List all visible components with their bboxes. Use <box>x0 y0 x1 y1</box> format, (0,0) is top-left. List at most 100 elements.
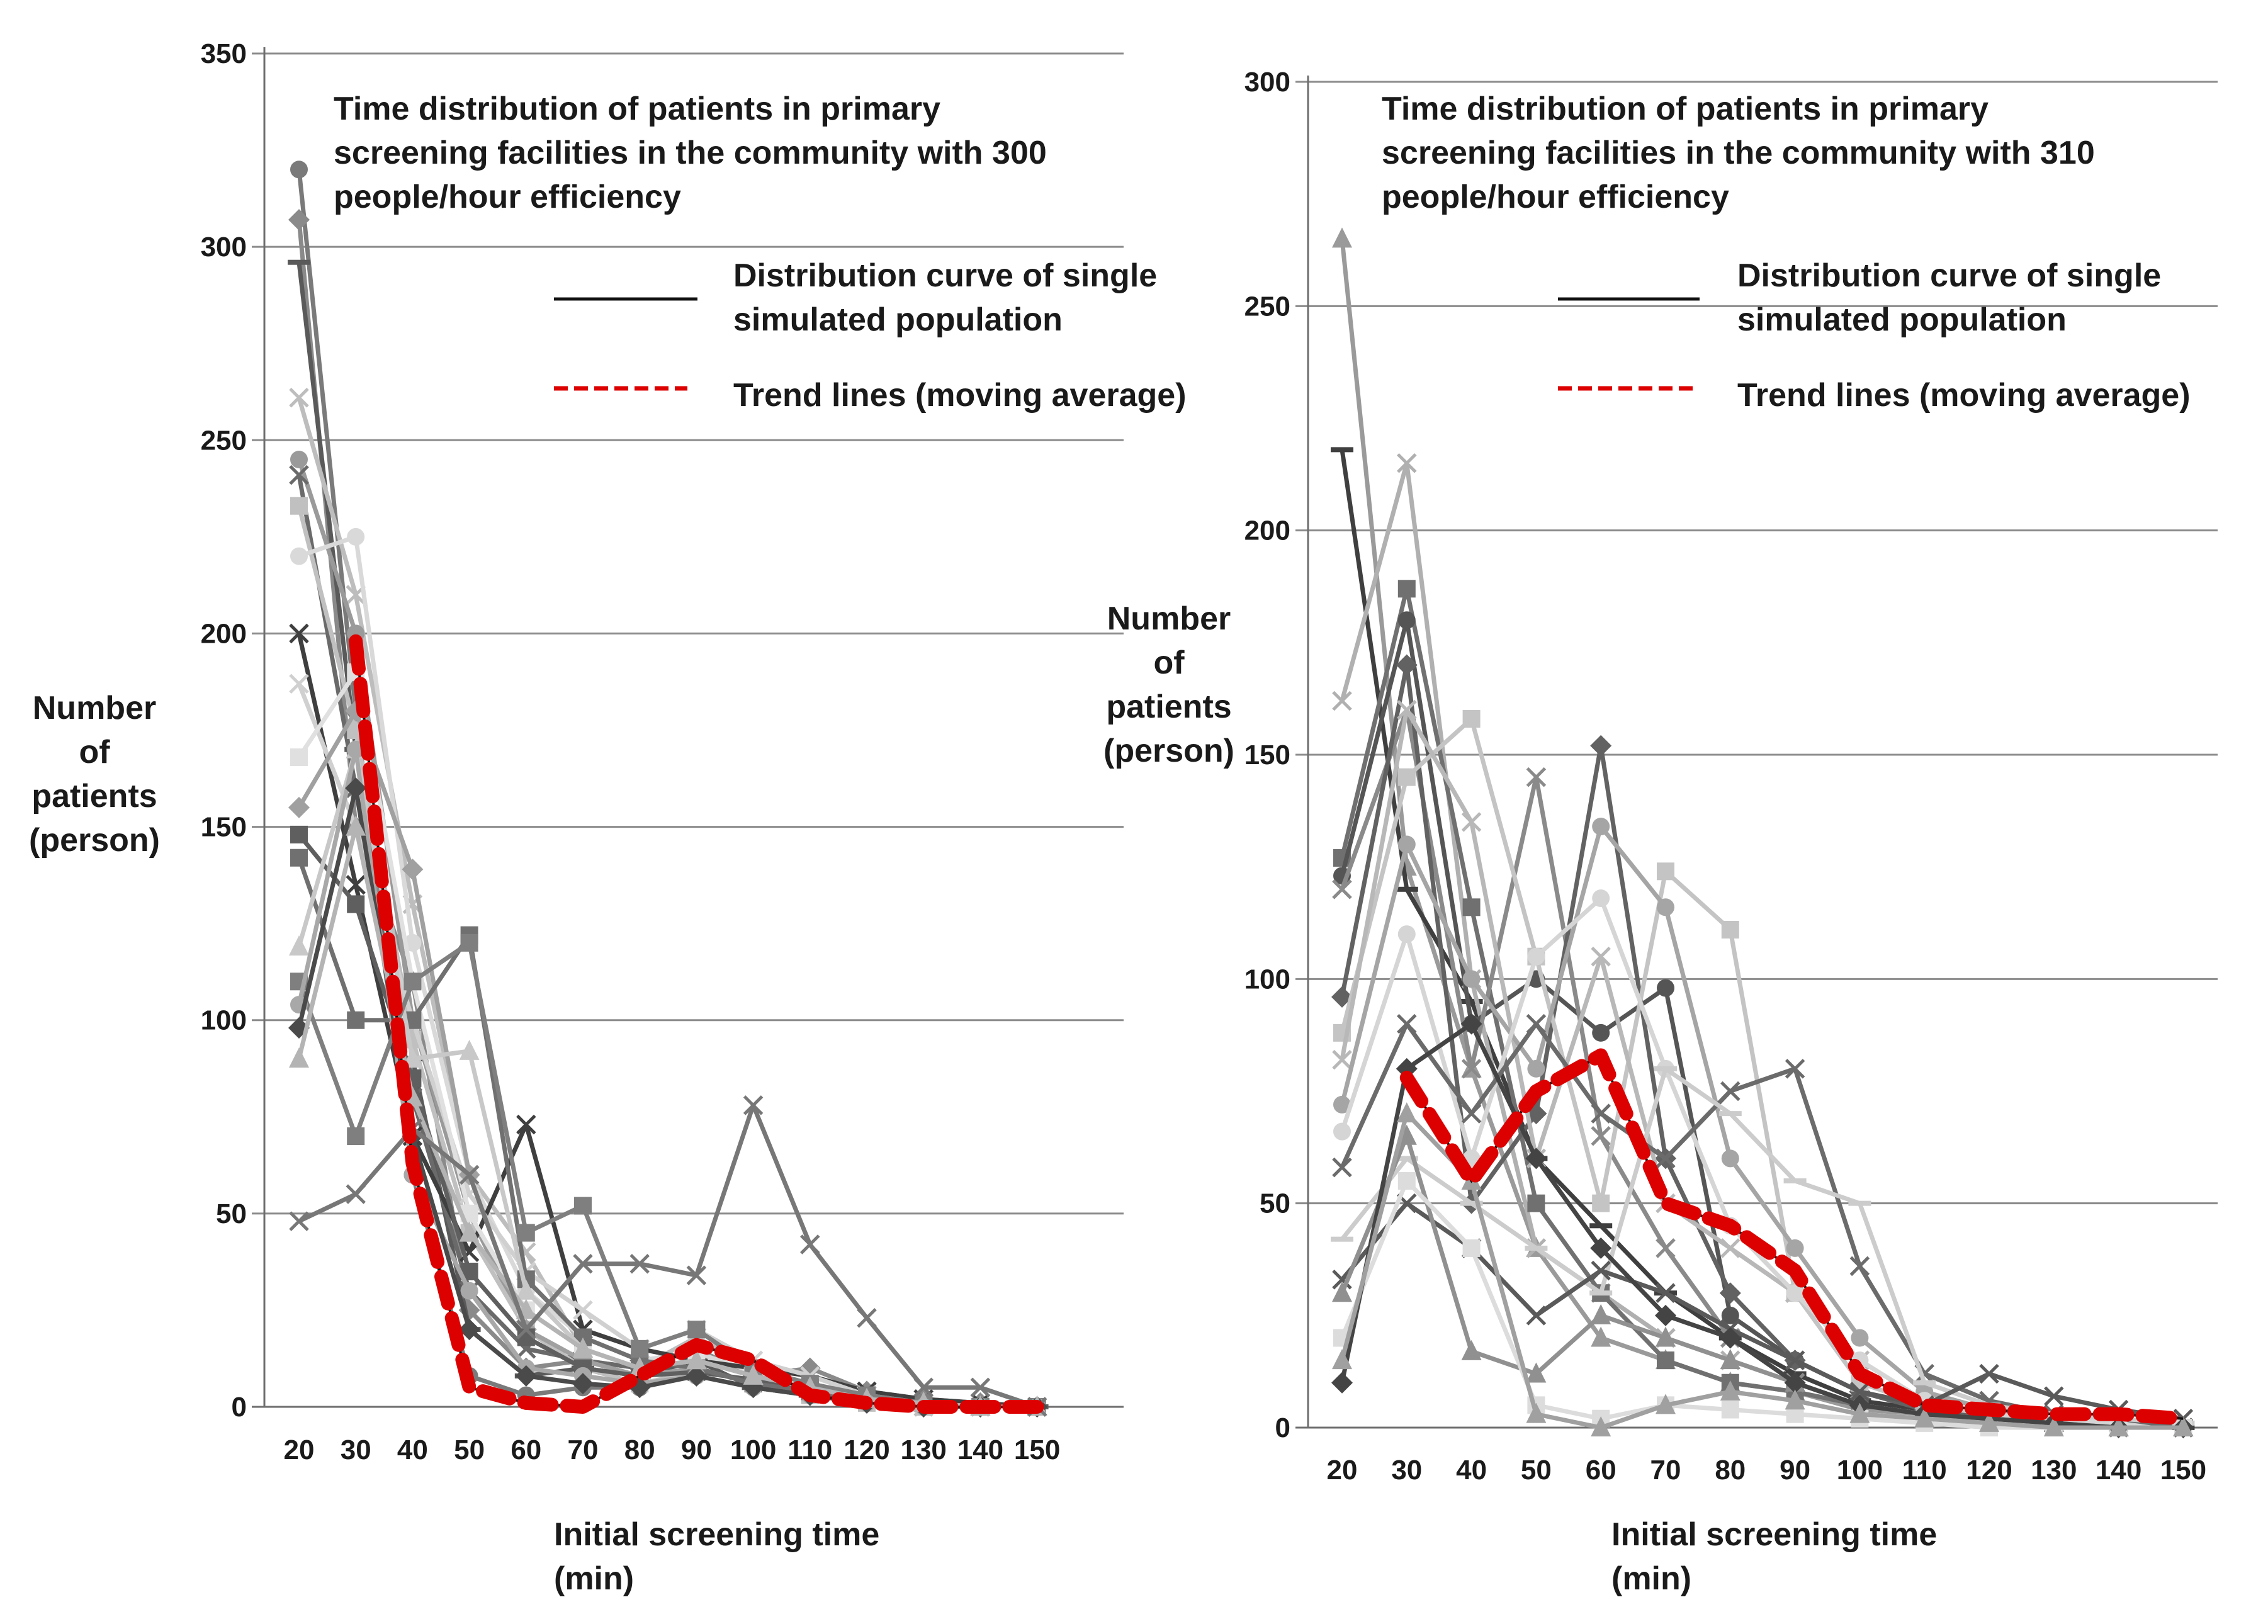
x-tick-label: 50 <box>1521 1455 1552 1486</box>
y-label-line-3: patients <box>31 778 157 815</box>
data-point <box>629 1253 650 1274</box>
y-tick-label: 350 <box>201 38 247 69</box>
data-point <box>1720 1081 1740 1102</box>
x-tick-label: 30 <box>341 1435 371 1465</box>
series-line <box>1340 1178 2184 1430</box>
series-sim-2 <box>1331 447 2195 1430</box>
x-label-line-2: (min) <box>1611 1560 1691 1597</box>
data-point <box>1914 1407 1935 1428</box>
data-point <box>1721 920 1739 939</box>
data-point <box>1719 1327 1741 1349</box>
x-tick-label: 70 <box>1650 1455 1681 1486</box>
x-tick-labels: 20 30 40 50 60 70 80 90 100 110 120 130 140 150 <box>1327 1455 2207 1486</box>
data-point <box>574 1197 592 1215</box>
data-point <box>686 1349 707 1370</box>
x-tick-label: 80 <box>1715 1455 1746 1486</box>
data-point <box>516 1319 536 1339</box>
y-tick-label: 50 <box>216 1198 247 1229</box>
data-point <box>403 973 422 991</box>
data-point <box>1525 1245 1548 1251</box>
y-tick-label: 200 <box>1244 516 1290 546</box>
data-point <box>2173 1416 2194 1436</box>
x-tick-label: 90 <box>1780 1455 1810 1486</box>
data-point <box>1851 1329 1869 1347</box>
series-line <box>1340 1111 2184 1430</box>
trend-line-moving-average <box>1399 1048 2191 1426</box>
chart-title-line-1: Time distribution of patients in primary <box>1382 91 1989 127</box>
data-point <box>2108 1416 2129 1436</box>
legend-label-solid-line-1: Distribution curve of single <box>1737 257 2161 294</box>
data-point <box>1657 898 1674 916</box>
legend-label-solid-line-2: simulated population <box>1737 302 2067 338</box>
data-point <box>573 1253 593 1274</box>
data-point <box>1331 447 1353 453</box>
x-tick-label: 150 <box>2160 1455 2206 1486</box>
data-point <box>1913 1380 1936 1385</box>
x-tick-labels: 20 30 40 50 60 70 80 90 100 110 120 130 140 150 <box>284 1435 1061 1465</box>
data-point <box>1718 1111 1742 1117</box>
legend-label-solid-line-2: simulated population <box>733 302 1063 338</box>
x-tick-label: 70 <box>568 1435 599 1465</box>
data-point <box>290 849 308 867</box>
series-sim-14 <box>1332 1193 2194 1429</box>
data-point <box>1397 1013 1417 1034</box>
series-sim-1 <box>290 161 1046 1416</box>
data-point <box>1461 812 1482 832</box>
data-point <box>1849 1256 1870 1277</box>
x-tick-label: 60 <box>511 1435 541 1465</box>
data-point <box>1460 1200 1483 1206</box>
data-point <box>460 933 478 952</box>
data-point <box>1849 1382 1870 1402</box>
data-point <box>1331 986 1353 1008</box>
data-point <box>289 465 309 485</box>
data-point <box>1657 862 1674 881</box>
data-point <box>1592 889 1610 908</box>
y-label-line-1: Number <box>33 690 156 726</box>
chart-title-line-2: screening facilities in the community wi… <box>334 135 1047 171</box>
y-tick-label: 300 <box>1244 67 1290 98</box>
x-tick-label: 40 <box>1456 1455 1487 1486</box>
data-point <box>1656 1148 1676 1169</box>
data-point <box>1527 1059 1545 1078</box>
data-point <box>1526 767 1547 787</box>
y-label-line-4: (person) <box>29 822 160 859</box>
y-tick-label: 250 <box>1244 291 1290 322</box>
data-point <box>1397 835 1416 854</box>
x-axis-label: Initial screening time (min) <box>554 1516 879 1597</box>
data-point <box>1592 1023 1610 1042</box>
data-point <box>1526 1362 1547 1383</box>
data-point <box>1591 1304 1611 1324</box>
series-sim-20 <box>289 1095 1047 1417</box>
data-point <box>288 259 310 265</box>
data-point <box>1331 1372 1353 1394</box>
data-point <box>1590 735 1612 757</box>
data-point <box>290 497 308 515</box>
data-point <box>290 748 308 766</box>
data-point <box>1526 1305 1547 1326</box>
series-line <box>1340 1201 2184 1421</box>
data-point <box>1592 818 1610 836</box>
data-point <box>631 1339 649 1358</box>
data-point <box>573 1337 593 1358</box>
x-tick-label: 80 <box>624 1435 655 1465</box>
data-point <box>345 777 367 799</box>
series-line <box>296 262 1037 1409</box>
legend-label-dashed: Trend lines (moving average) <box>1737 377 2191 414</box>
data-point <box>2044 1386 2064 1406</box>
y-tick-label: 0 <box>232 1392 247 1423</box>
data-point <box>1333 1095 1351 1114</box>
data-point <box>1397 699 1417 720</box>
series-sim-16 <box>290 933 1046 1416</box>
data-point <box>347 1127 365 1145</box>
y-tick-label: 200 <box>201 618 247 649</box>
data-point <box>1592 1194 1610 1212</box>
data-point <box>1395 1156 1418 1161</box>
data-point <box>1332 879 1352 899</box>
x-tick-label: 140 <box>957 1435 1003 1465</box>
y-label-line-3: patients <box>1106 689 1231 725</box>
data-point <box>1462 1239 1481 1257</box>
data-point <box>1656 1283 1676 1303</box>
trend-line-moving-average <box>349 634 1044 1414</box>
data-point <box>1720 1238 1740 1258</box>
legend-label-dashed: Trend lines (moving average) <box>733 377 1187 414</box>
